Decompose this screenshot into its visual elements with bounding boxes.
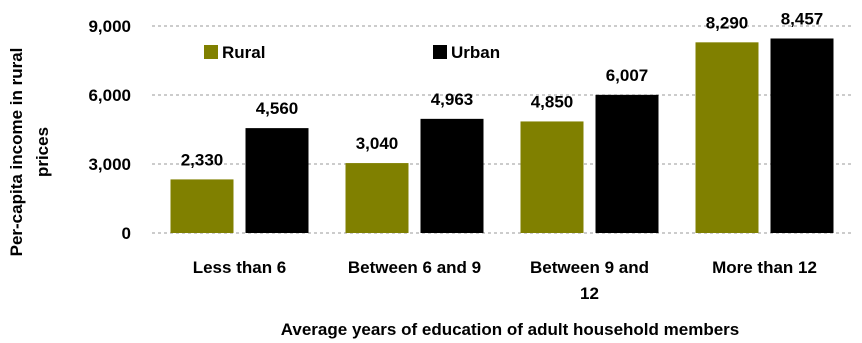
data-label-rural: 4,850 (531, 92, 574, 111)
bar-urban (420, 118, 484, 233)
y-tick-label: 9,000 (88, 17, 131, 36)
y-tick-label: 6,000 (88, 86, 131, 105)
data-label-rural: 3,040 (356, 134, 399, 153)
data-label-urban: 8,457 (781, 9, 824, 28)
x-category-label: Between 9 and 12 (530, 258, 649, 303)
legend-label-rural: Rural (222, 43, 265, 62)
legend-swatch-rural (204, 45, 218, 59)
data-label-urban: 6,007 (606, 66, 649, 85)
x-axis-categories: Less than 6 Between 6 and 9 Between 9 and 1… (193, 258, 817, 303)
bar-urban (245, 128, 309, 233)
x-category-label: More than 12 (712, 258, 817, 277)
x-axis-title: Average years of education of adult hous… (281, 320, 739, 339)
legend: Rural Urban (204, 43, 500, 62)
bar-rural (520, 121, 584, 233)
y-axis-ticks: 0 3,000 6,000 9,000 (88, 17, 131, 243)
x-category-label: Between 6 and 9 (348, 258, 481, 277)
bars (170, 38, 834, 234)
bar-urban (770, 38, 834, 233)
legend-swatch-urban (433, 45, 447, 59)
y-axis-title: Per-capita income in rural prices (7, 48, 52, 257)
legend-label-urban: Urban (451, 43, 500, 62)
data-label-urban: 4,963 (431, 90, 474, 109)
bar-rural (695, 42, 759, 233)
data-labels: 2,330 4,560 3,040 4,963 4,850 6,007 8,290 8,457 (181, 9, 824, 169)
y-tick-label: 0 (122, 224, 131, 243)
x-category-label: Less than 6 (193, 258, 287, 277)
y-tick-label: 3,000 (88, 155, 131, 174)
bar-rural (170, 179, 234, 233)
bar-rural (345, 163, 409, 233)
data-label-rural: 8,290 (706, 13, 749, 32)
bar-urban (595, 94, 659, 234)
data-label-urban: 4,560 (256, 99, 299, 118)
data-label-rural: 2,330 (181, 150, 224, 169)
